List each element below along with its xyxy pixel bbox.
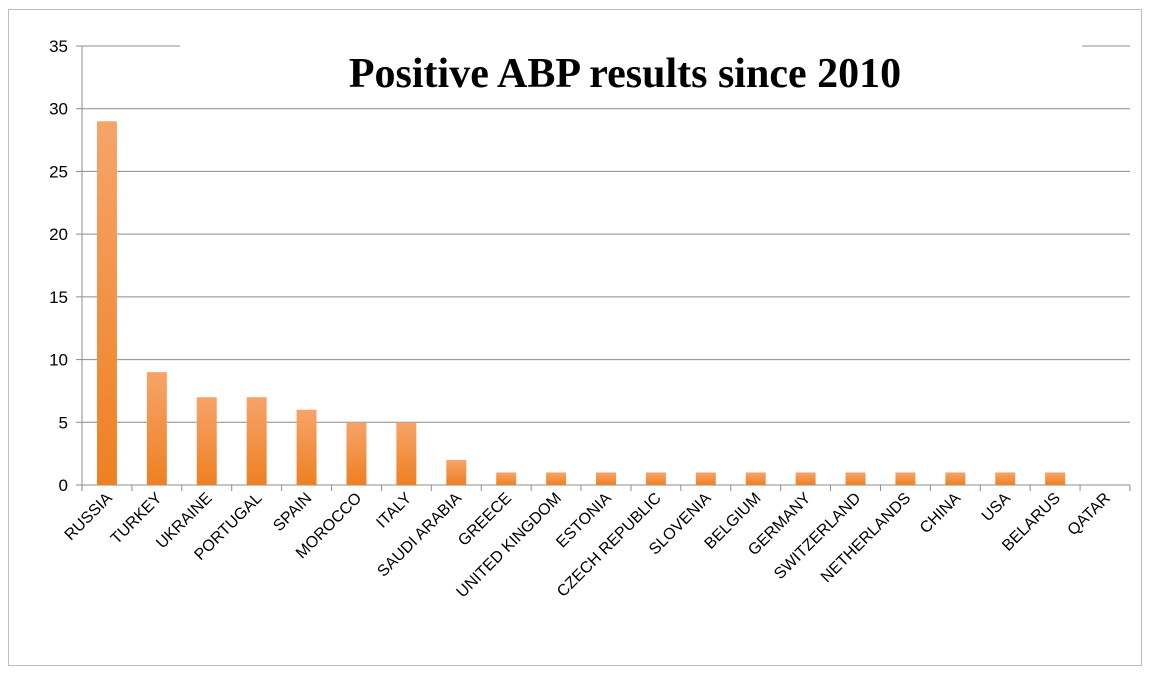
- axes: 0 5 10 15 20 25 30 35: [49, 37, 1131, 495]
- chart-title: Positive ABP results since 2010: [349, 51, 901, 97]
- x-category-label: CHINA: [917, 490, 964, 537]
- x-category-label: QATAR: [1065, 490, 1114, 539]
- bar-spain: [296, 409, 317, 485]
- bar-belarus: [1045, 472, 1066, 485]
- bar-russia: [96, 121, 117, 485]
- bar-united-kingdom: [546, 472, 567, 485]
- y-tick-label: 10: [49, 351, 68, 370]
- x-category-label: SPAIN: [270, 490, 315, 535]
- bars: [96, 121, 1066, 485]
- bar-china: [945, 472, 966, 485]
- bar-italy: [396, 422, 417, 485]
- bar-saudi-arabia: [446, 459, 467, 485]
- bar-slovenia: [695, 472, 716, 485]
- bar-greece: [496, 472, 517, 485]
- y-tick-label: 0: [59, 476, 68, 495]
- bar-germany: [795, 472, 816, 485]
- bar-switzerland: [845, 472, 866, 485]
- y-tick-label: 20: [49, 225, 68, 244]
- y-tick-label: 5: [59, 413, 68, 432]
- y-tick-label: 35: [49, 37, 68, 56]
- x-category-label: ITALY: [373, 490, 415, 532]
- bar-usa: [995, 472, 1016, 485]
- bar-czech-republic: [645, 472, 666, 485]
- bar-turkey: [146, 372, 167, 485]
- chart-title-background: [180, 36, 1082, 104]
- bar-estonia: [596, 472, 616, 485]
- y-tick-label: 15: [49, 288, 68, 307]
- bar-netherlands: [895, 472, 916, 485]
- bar-portugal: [246, 397, 267, 485]
- y-tick-label: 25: [49, 162, 68, 181]
- x-category-label: SAUDI ARABIA: [374, 490, 465, 581]
- y-tick-label: 30: [49, 100, 68, 119]
- x-category-label: USA: [979, 490, 1015, 526]
- x-category-label: SWITZERLAND: [771, 490, 864, 583]
- bar-belgium: [745, 472, 766, 485]
- chart-frame: [8, 9, 1142, 666]
- bar-morocco: [346, 422, 367, 485]
- bar-ukraine: [196, 397, 217, 485]
- x-category-label: NETHERLANDS: [818, 490, 914, 586]
